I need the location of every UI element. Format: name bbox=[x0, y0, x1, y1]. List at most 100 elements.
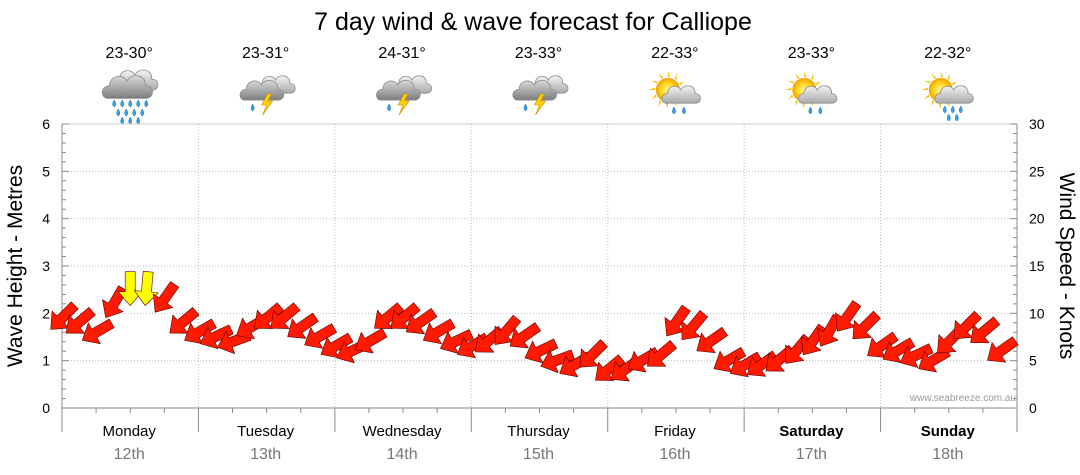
chart-grid bbox=[61, 123, 1018, 432]
wind-arrow bbox=[287, 312, 319, 339]
wind-arrow bbox=[681, 310, 709, 341]
cloud-shape bbox=[101, 75, 153, 99]
sun-ray bbox=[802, 102, 805, 109]
sun-ray bbox=[674, 73, 678, 81]
sun-cloud-rain-icon bbox=[921, 71, 974, 122]
day-name: Friday bbox=[654, 423, 696, 440]
raindrop bbox=[946, 113, 951, 122]
sun-cloud-drizzle-icon bbox=[648, 71, 701, 115]
right-axis-title: Wind Speed - Knots bbox=[1055, 173, 1078, 360]
temperature-range: 22-33° bbox=[651, 45, 698, 62]
day-name: Thursday bbox=[507, 423, 570, 440]
daily-weather-icons bbox=[101, 69, 974, 125]
sun-ray bbox=[952, 80, 958, 86]
sun-ray bbox=[804, 71, 807, 78]
thunderstorm-icon bbox=[239, 75, 296, 116]
wind-arrow bbox=[987, 336, 1019, 363]
sun-ray bbox=[815, 80, 821, 86]
sun-ray bbox=[667, 71, 671, 78]
thunderstorm-icon bbox=[512, 75, 569, 116]
raindrop bbox=[250, 103, 255, 112]
lightning-bolt bbox=[533, 93, 547, 116]
raindrop bbox=[116, 108, 121, 117]
sun-ray bbox=[787, 94, 794, 100]
raindrop bbox=[120, 116, 125, 125]
raindrop bbox=[136, 116, 141, 125]
raindrop bbox=[818, 106, 823, 115]
sun-ray bbox=[665, 102, 668, 109]
raindrop bbox=[128, 99, 133, 108]
watermark: www.seabreeze.com.au bbox=[909, 393, 1016, 404]
wind-speed-axis: 0 5 10 15 20 25 30 bbox=[1010, 116, 1045, 416]
raindrop bbox=[682, 106, 686, 115]
left-tick-label: 6 bbox=[42, 116, 50, 132]
raindrop bbox=[672, 106, 676, 115]
raindrop bbox=[942, 105, 947, 114]
right-tick-label: 30 bbox=[1029, 116, 1045, 132]
lightning-bolt bbox=[397, 93, 410, 116]
raindrop bbox=[128, 116, 133, 125]
wind-arrow bbox=[540, 349, 575, 373]
wave-height-axis: 0 1 2 3 4 5 6 bbox=[42, 116, 69, 416]
day-name: Monday bbox=[103, 423, 157, 440]
raindrop bbox=[954, 113, 959, 122]
left-tick-label: 1 bbox=[42, 353, 50, 369]
sun-cloud-drizzle-icon bbox=[785, 71, 838, 115]
wind-series bbox=[50, 271, 1019, 382]
cloud-shape bbox=[512, 79, 557, 101]
raindrop bbox=[120, 99, 125, 108]
temperature-range: 22-32° bbox=[924, 45, 971, 62]
wind-arrow bbox=[199, 324, 234, 350]
wind-arrow bbox=[134, 271, 159, 306]
wind-arrow bbox=[270, 302, 301, 329]
chart-title: 7 day wind & wave forecast for Calliope bbox=[314, 8, 752, 36]
wind-arrow bbox=[970, 316, 1001, 344]
cloud-shape bbox=[934, 85, 974, 104]
wind-arrow bbox=[405, 308, 438, 335]
sun-ray bbox=[648, 87, 656, 90]
wind-arrow bbox=[852, 310, 881, 340]
thunderstorm-icon bbox=[376, 75, 433, 116]
rain-cloud-icon bbox=[101, 69, 159, 125]
day-name: Tuesday bbox=[237, 423, 294, 440]
raindrop bbox=[132, 108, 137, 117]
sun-ray bbox=[931, 73, 937, 79]
day-name: Wednesday bbox=[363, 423, 442, 440]
wind-arrow bbox=[579, 339, 608, 368]
right-tick-label: 5 bbox=[1029, 353, 1037, 369]
left-tick-label: 3 bbox=[42, 258, 50, 274]
temperature-range: 23-30° bbox=[106, 45, 153, 62]
sun-ray bbox=[810, 73, 814, 81]
cloud-shape bbox=[376, 79, 421, 101]
right-tick-label: 10 bbox=[1029, 305, 1045, 321]
sun-ray bbox=[947, 73, 951, 81]
wind-arrow bbox=[524, 338, 559, 364]
day-date: 15th bbox=[523, 446, 554, 463]
day-name: Saturday bbox=[779, 423, 844, 440]
day-labels: Monday 12th Tuesday 13th Wednesday 14th Thursd… bbox=[103, 423, 976, 463]
wind-arrow bbox=[354, 328, 388, 354]
sun-ray bbox=[651, 80, 659, 84]
raindrop bbox=[387, 103, 391, 112]
wind-arrow bbox=[696, 326, 728, 353]
day-date: 14th bbox=[387, 446, 418, 463]
wind-arrow bbox=[509, 322, 542, 349]
raindrop bbox=[958, 105, 963, 114]
wind-arrow bbox=[440, 329, 474, 354]
temperature-range: 23-31° bbox=[242, 45, 289, 62]
wind-arrow bbox=[153, 281, 180, 313]
raindrop bbox=[523, 103, 528, 112]
sun-ray bbox=[794, 99, 798, 107]
sun-ray bbox=[924, 94, 930, 100]
right-tick-label: 20 bbox=[1029, 211, 1045, 227]
day-date: 12th bbox=[114, 446, 145, 463]
left-tick-label: 4 bbox=[42, 211, 50, 227]
wind-arrow bbox=[304, 323, 337, 349]
cloud-shape bbox=[661, 85, 701, 104]
day-date: 16th bbox=[659, 446, 690, 463]
sun-ray bbox=[658, 99, 662, 107]
sun-ray bbox=[787, 80, 795, 84]
raindrop bbox=[136, 99, 141, 108]
sun-ray bbox=[931, 99, 935, 107]
